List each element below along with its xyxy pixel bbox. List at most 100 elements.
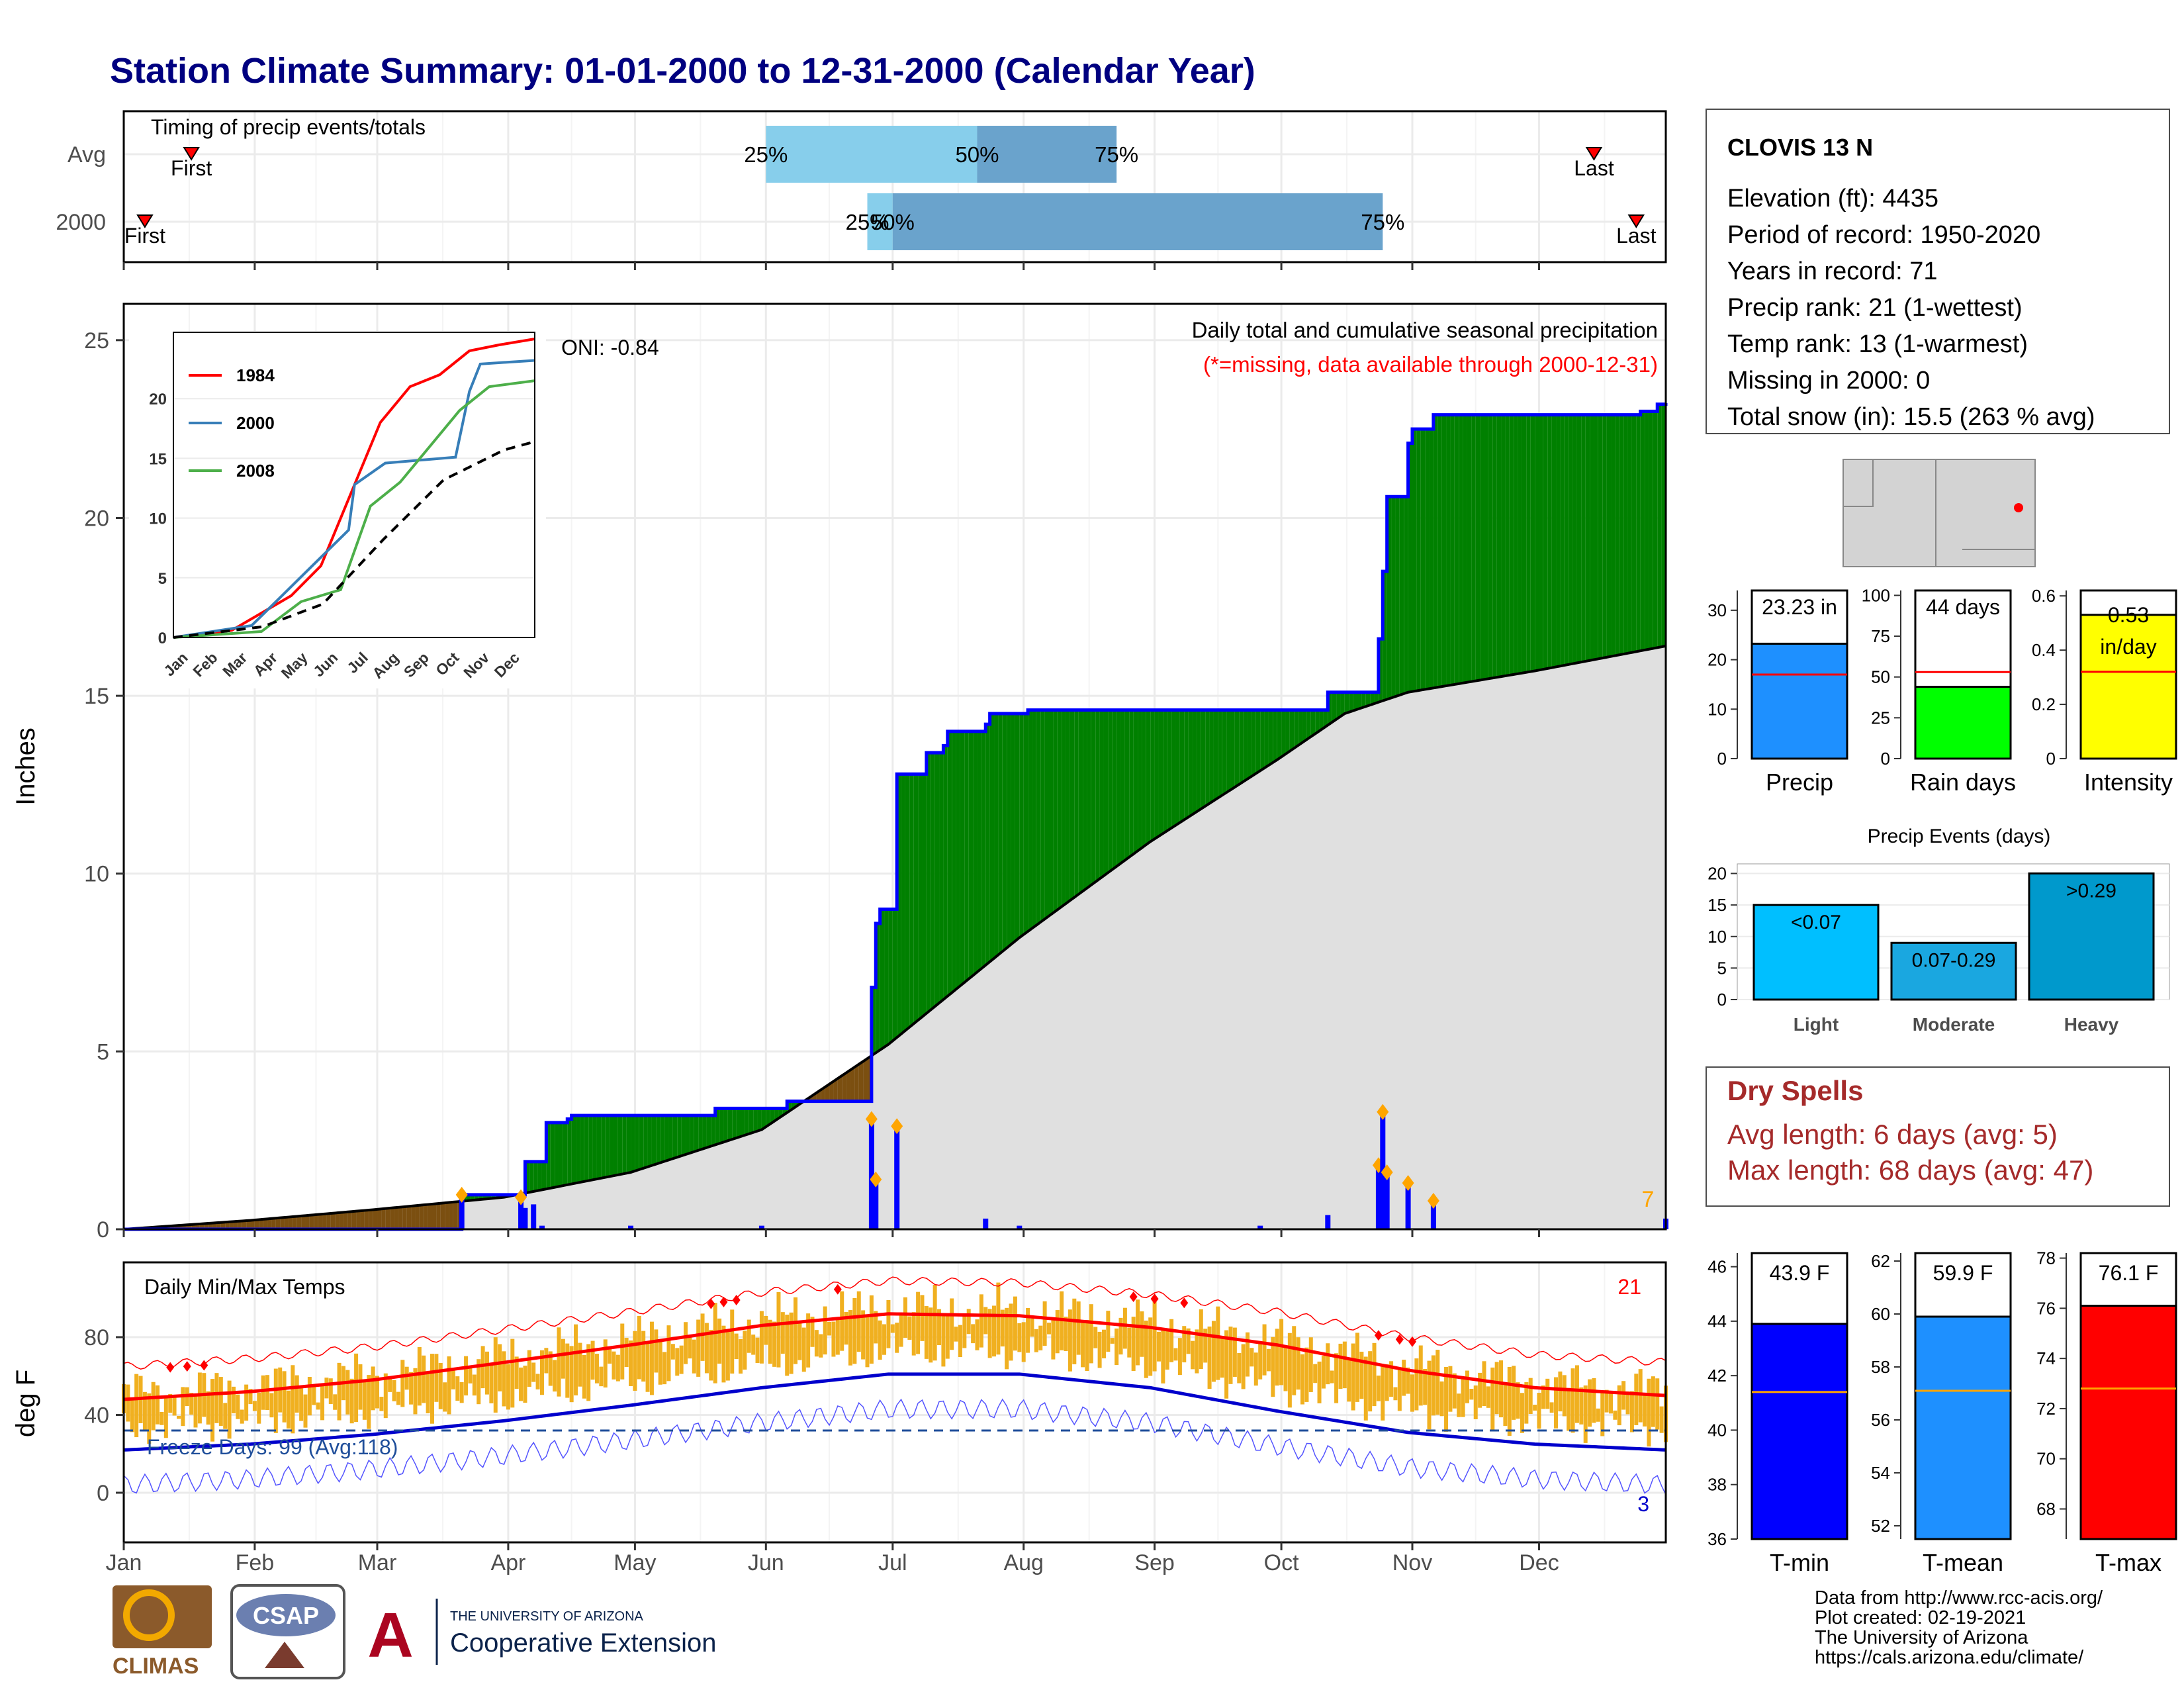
daily-temp-bar — [700, 1313, 705, 1361]
station-elevation: Elevation (ft): 4435 — [1727, 185, 1938, 212]
daily-temp-bar — [734, 1333, 739, 1360]
daily-temp-bar — [312, 1384, 316, 1405]
precip-deficit-band — [305, 1215, 310, 1229]
precip-event-count: 7 — [1642, 1187, 1655, 1212]
record-high-marker — [833, 1284, 842, 1295]
rain-days-label-box — [1914, 589, 2012, 688]
precip-surplus-band — [1433, 414, 1438, 688]
side-y-tick-label: 68 — [2036, 1499, 2056, 1519]
dry-spells-frame — [1706, 1066, 2170, 1207]
side-y-tick-label: 70 — [2036, 1449, 2056, 1469]
daily-temp-bar — [844, 1311, 848, 1345]
precip-surplus-band — [1036, 710, 1041, 925]
side-y-tick-label: 76 — [2036, 1298, 2056, 1318]
precip-surplus-band — [1150, 710, 1155, 842]
precip-surplus-band — [1649, 411, 1653, 649]
precip-surplus-band — [1124, 710, 1130, 861]
tmax-bar — [2079, 1305, 2177, 1540]
precip-deficit-band — [330, 1213, 336, 1229]
precip-deficit-band — [829, 1081, 834, 1102]
precip-deficit-band — [347, 1211, 352, 1229]
daily-temp-bar — [1338, 1343, 1343, 1389]
daily-temp-bar — [498, 1344, 502, 1391]
daily-temp-bar — [780, 1312, 785, 1354]
side-y-tick-label: 58 — [1871, 1357, 1890, 1377]
record-high-marker — [1408, 1336, 1416, 1347]
daily-temp-bar — [1558, 1371, 1563, 1412]
events-y-tick-label: 5 — [1717, 958, 1727, 978]
precip-deficit-band — [373, 1209, 378, 1229]
precip-surplus-band — [745, 1108, 749, 1135]
daily-precip-bar — [873, 1179, 879, 1229]
daily-temp-bar — [1021, 1322, 1026, 1362]
daily-temp-bar — [1643, 1393, 1647, 1427]
daily-temp-bar — [324, 1378, 329, 1399]
precip-surplus-band — [956, 731, 960, 990]
precip-surplus-band — [711, 1115, 715, 1147]
precip-deficit-band — [846, 1070, 850, 1102]
precip-deficit-band — [833, 1078, 838, 1102]
tmin-bar — [1751, 1323, 1848, 1540]
daily-temp-bar — [1030, 1318, 1034, 1337]
daily-temp-bar — [156, 1385, 160, 1425]
daily-temp-bar — [295, 1375, 299, 1413]
temp-y-tick-label: 40 — [84, 1403, 109, 1429]
precip-surplus-band — [1526, 414, 1531, 673]
precip-surplus-band — [677, 1115, 682, 1158]
precip-deficit-band — [254, 1219, 259, 1229]
precip-surplus-band — [741, 1108, 745, 1137]
precip-surplus-band — [1488, 414, 1493, 679]
station-missing: Missing in 2000: 0 — [1727, 367, 1930, 395]
station-info-box: CLOVIS 13 N Elevation (ft): 4435 Period … — [1706, 109, 2170, 434]
precip-deficit-band — [246, 1220, 251, 1229]
precip-surplus-band — [1349, 692, 1353, 712]
daily-temp-bar — [992, 1305, 997, 1357]
month-label: Nov — [1392, 1550, 1432, 1575]
precip-deficit-band — [250, 1220, 255, 1229]
precip-surplus-band — [571, 1115, 576, 1184]
daily-temp-bar — [1490, 1367, 1495, 1430]
precip-surplus-band — [1344, 692, 1349, 714]
heavy-precip-marker — [515, 1189, 527, 1205]
precip-surplus-band — [1302, 710, 1307, 743]
temperature-panel: 0 40 80 Daily Min/Max Temps 21 3 Freeze Da… — [11, 1261, 1668, 1544]
precip-surplus-band — [947, 731, 952, 996]
precip-surplus-band — [913, 774, 919, 1024]
precip-surplus-band — [1446, 414, 1451, 686]
precip-surplus-band — [1193, 710, 1197, 815]
daily-temp-bar — [933, 1284, 937, 1361]
daily-temp-bar — [535, 1374, 540, 1389]
precip-surplus-band — [1032, 710, 1036, 929]
daily-temp-bar — [629, 1340, 633, 1386]
precip-deficit-band — [863, 1058, 868, 1102]
precip-surplus-band — [1408, 443, 1412, 692]
daily-temp-bar — [1469, 1389, 1474, 1400]
daily-temp-bar — [320, 1385, 325, 1421]
precip-surplus-band — [1619, 414, 1624, 655]
climas-logo: CLIMAS — [113, 1585, 212, 1679]
daily-temp-bar — [396, 1391, 400, 1405]
daily-temp-bar — [303, 1394, 308, 1428]
precip-deficit-band — [411, 1205, 416, 1229]
daily-temp-bar — [561, 1338, 565, 1379]
precip-surplus-band — [1091, 710, 1096, 885]
precip-surplus-band — [1277, 710, 1282, 760]
daily-temp-bar — [218, 1377, 223, 1426]
precip-deficit-band — [858, 1061, 864, 1102]
precip-surplus-band — [601, 1115, 606, 1178]
timing-bar-q2 — [977, 126, 1117, 183]
precip-surplus-band — [1437, 414, 1442, 688]
precip-deficit-band — [351, 1211, 357, 1229]
daily-temp-bar — [1457, 1393, 1461, 1417]
precip-deficit-band — [271, 1218, 276, 1229]
daily-temp-bar — [911, 1312, 916, 1356]
precip-deficit-band — [377, 1209, 382, 1229]
precip-deficit-band — [406, 1205, 412, 1229]
daily-temp-bar — [193, 1396, 198, 1428]
precip-surplus-band — [989, 713, 995, 962]
precip-deficit-band — [842, 1072, 846, 1102]
precip-surplus-band — [1069, 710, 1075, 901]
precip-surplus-band — [1640, 411, 1645, 651]
precip-total-value: 23.23 in — [1762, 595, 1837, 619]
daily-temp-bar — [1144, 1320, 1148, 1378]
